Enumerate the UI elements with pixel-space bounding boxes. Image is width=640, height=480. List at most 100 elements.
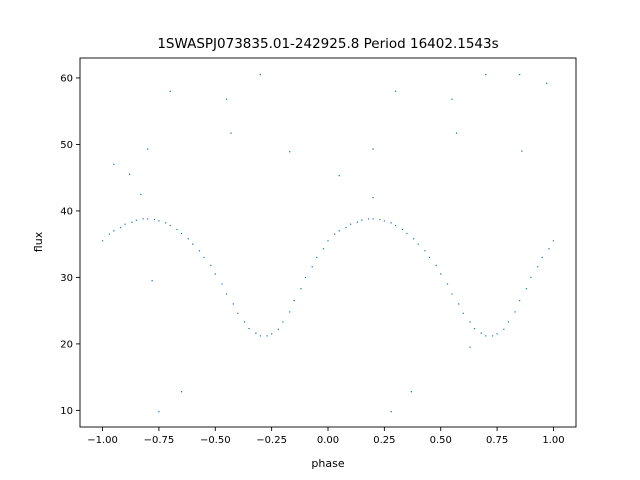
data-point xyxy=(356,221,359,223)
data-point xyxy=(521,150,523,152)
data-point xyxy=(345,226,347,229)
data-point xyxy=(322,248,325,250)
data-point xyxy=(293,299,295,302)
data-point xyxy=(255,332,257,334)
data-point xyxy=(530,276,532,279)
data-point xyxy=(394,90,397,92)
data-point xyxy=(372,196,374,199)
chart-title: 1SWASPJ073835.01-242925.8 Period 16402.1… xyxy=(157,36,498,52)
data-point xyxy=(383,220,386,222)
data-point xyxy=(158,220,160,222)
data-point xyxy=(277,328,280,330)
data-point xyxy=(361,219,363,221)
data-point xyxy=(243,321,246,323)
data-point xyxy=(108,233,111,235)
data-point xyxy=(270,333,273,335)
data-point xyxy=(198,250,201,252)
x-tick-label: 0.75 xyxy=(486,435,508,446)
x-axis: −1.00 −0.75 −0.50 −0.25 0.00 0.25 0.50 0.75 1.00 xyxy=(87,427,565,446)
x-tick-label: −0.75 xyxy=(144,435,175,446)
data-point xyxy=(485,73,487,76)
data-point xyxy=(491,335,494,337)
data-point xyxy=(496,333,498,335)
data-point xyxy=(525,288,528,290)
data-point xyxy=(153,218,156,221)
data-point xyxy=(119,226,122,229)
y-tick-label: 50 xyxy=(60,140,73,151)
data-point xyxy=(304,276,307,279)
x-tick-label: 0.50 xyxy=(430,435,452,446)
data-point xyxy=(406,232,408,235)
plot-frame xyxy=(79,57,577,428)
data-point xyxy=(334,233,336,235)
data-point xyxy=(131,221,133,223)
x-tick-label: 0.00 xyxy=(317,435,339,446)
data-point xyxy=(176,228,178,231)
data-point xyxy=(394,224,397,227)
x-tick-label: −1.00 xyxy=(87,435,118,446)
data-point xyxy=(248,327,250,330)
data-point xyxy=(282,321,284,323)
data-point xyxy=(300,288,302,290)
data-point xyxy=(480,332,483,334)
x-tick-label: 1.00 xyxy=(542,435,564,446)
data-point xyxy=(379,218,381,221)
data-point xyxy=(113,230,115,232)
data-point xyxy=(440,273,442,275)
data-point xyxy=(417,243,419,245)
y-tick-label: 20 xyxy=(60,339,73,350)
data-point xyxy=(518,73,521,76)
y-axis: 10 20 30 40 50 60 xyxy=(60,73,80,417)
data-point xyxy=(338,230,340,232)
x-tick-label: −0.25 xyxy=(256,435,287,446)
data-point xyxy=(169,90,171,92)
x-tick-label: −0.50 xyxy=(200,435,231,446)
data-point xyxy=(372,218,374,220)
data-point xyxy=(367,218,370,220)
data-point xyxy=(518,299,521,302)
data-point xyxy=(455,132,458,134)
data-point xyxy=(135,219,138,221)
x-axis-label: phase xyxy=(311,457,344,470)
data-point xyxy=(462,312,464,315)
data-point xyxy=(412,238,415,240)
data-point xyxy=(451,293,453,295)
data-point xyxy=(187,238,189,240)
data-point xyxy=(230,132,232,134)
data-point xyxy=(113,163,115,166)
data-point xyxy=(237,312,239,315)
data-point xyxy=(266,335,268,337)
data-point xyxy=(221,283,223,285)
data-point xyxy=(451,98,453,100)
data-points xyxy=(101,73,555,413)
data-point xyxy=(424,250,426,252)
data-point xyxy=(311,266,313,268)
data-point xyxy=(503,328,505,330)
data-point xyxy=(548,248,550,250)
data-point xyxy=(146,148,149,150)
data-point xyxy=(164,222,167,224)
y-axis-label: flux xyxy=(32,231,45,252)
data-point xyxy=(372,148,374,150)
data-point xyxy=(469,346,471,348)
data-point xyxy=(458,303,460,305)
data-point xyxy=(288,311,291,313)
data-point xyxy=(214,273,216,275)
y-tick-label: 10 xyxy=(60,406,73,417)
data-point xyxy=(485,335,487,337)
data-point xyxy=(288,151,291,153)
y-tick-label: 40 xyxy=(60,206,73,217)
data-point xyxy=(507,321,510,323)
data-point xyxy=(349,223,352,225)
data-point xyxy=(514,311,516,313)
data-point xyxy=(203,256,205,259)
x-tick-label: 0.25 xyxy=(373,435,395,446)
data-point xyxy=(158,411,160,413)
data-point xyxy=(140,193,142,195)
data-point xyxy=(446,283,449,285)
data-point xyxy=(169,224,171,227)
data-point xyxy=(210,264,212,267)
data-point xyxy=(232,303,235,305)
data-point xyxy=(327,240,329,242)
